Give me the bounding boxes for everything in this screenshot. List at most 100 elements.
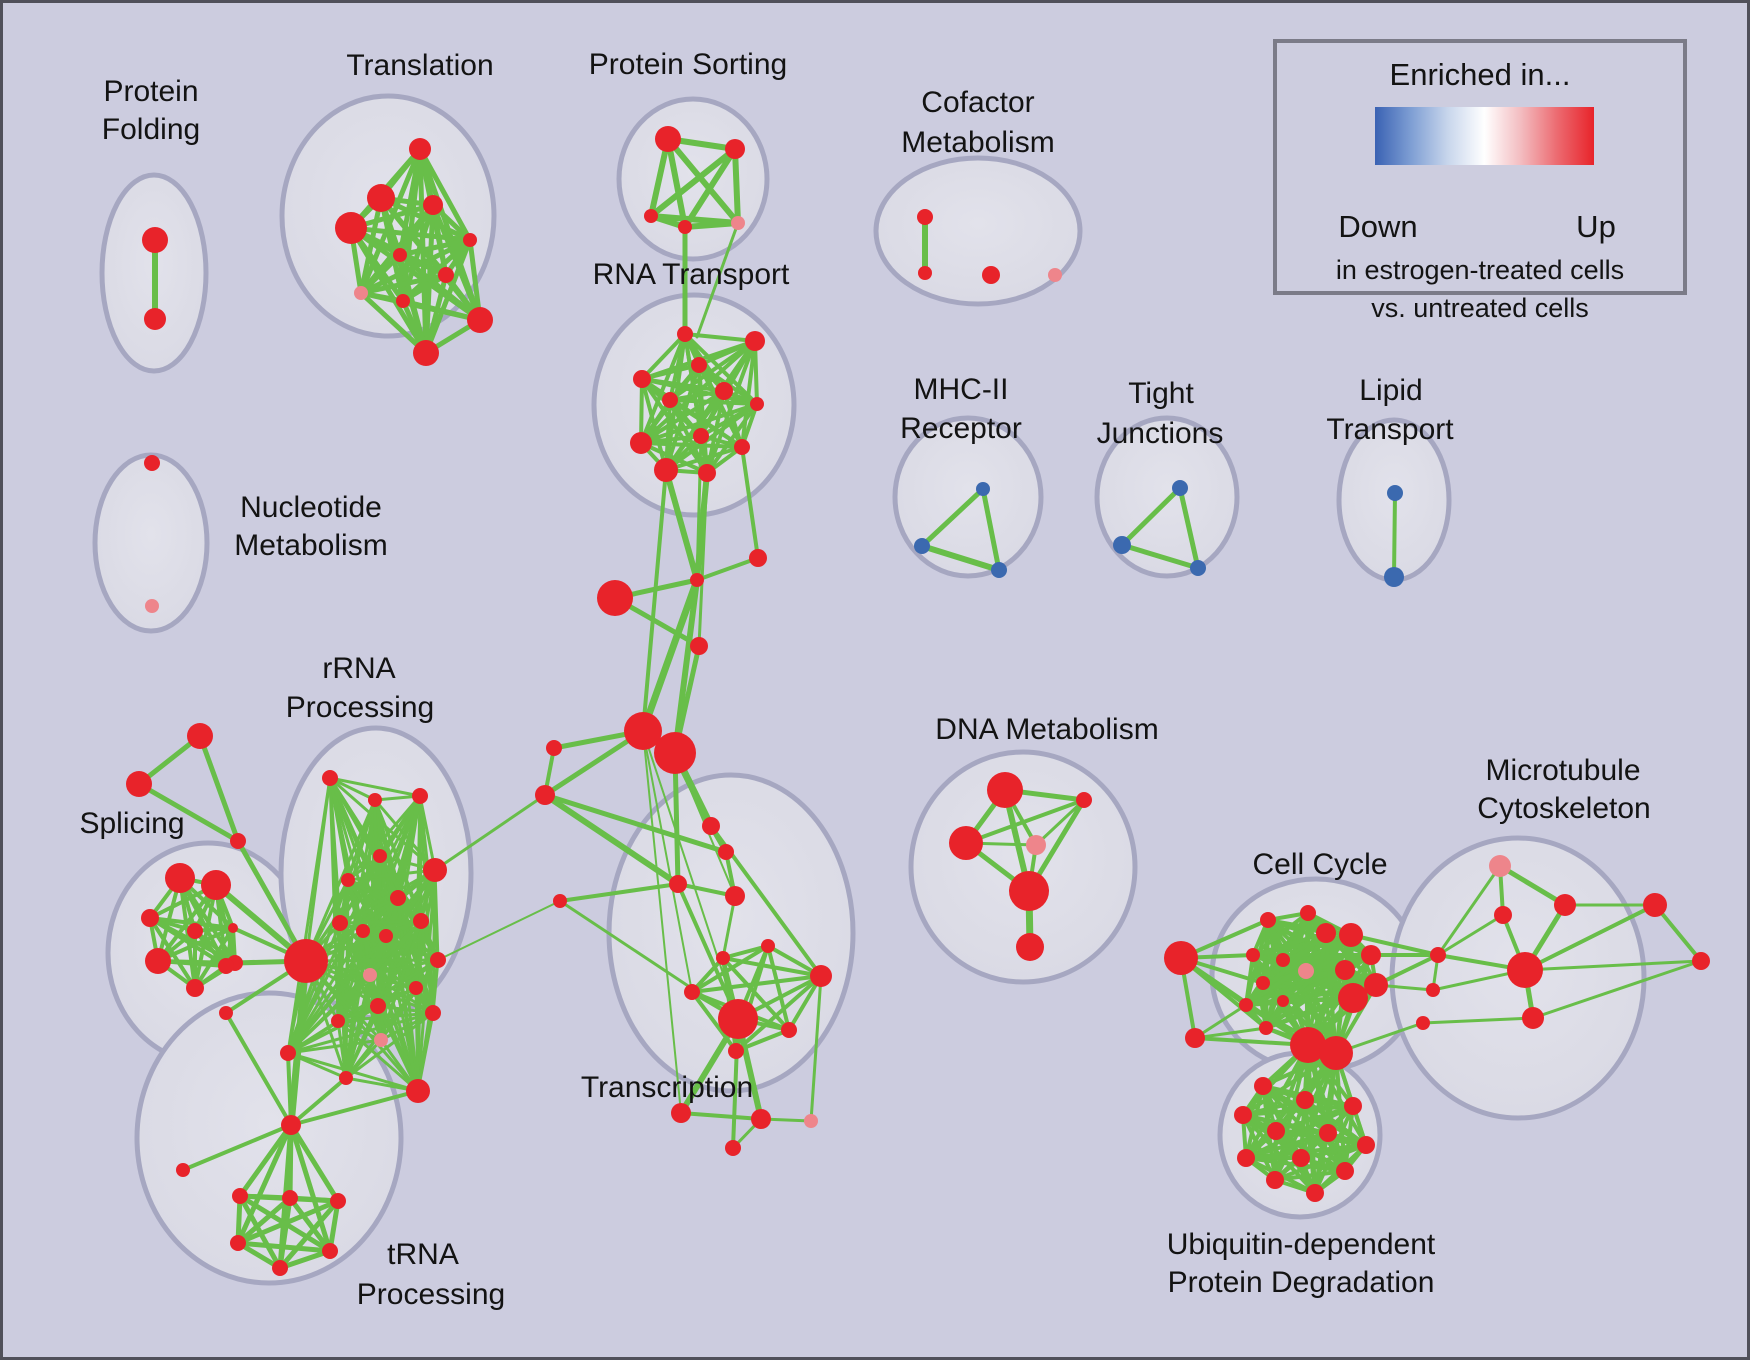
gene-set-node-dna-metabolism (1016, 933, 1044, 961)
edge-cell-cycle (1244, 931, 1328, 1007)
gene-set-node-translation (335, 212, 367, 244)
network-canvas: Protein Folding Translation Protein Sorting… (79, 48, 1710, 1311)
edge-trna-processing (277, 1248, 333, 1271)
cluster-label-tight-junctions: Junctions (1097, 417, 1224, 450)
gene-set-node-ubiquitin-degradation (1237, 1149, 1255, 1167)
gene-set-node-cofactor-metabolism (918, 266, 932, 280)
gene-set-node-tight-junctions (1113, 536, 1131, 554)
gene-set-node-cell-cycle (1364, 973, 1388, 997)
edge-protein-sorting (665, 136, 688, 230)
edge-microtubule-cytoskeleton (1523, 903, 1657, 972)
gene-set-node-connector-hubs (690, 573, 704, 587)
gene-set-node-rna-transport (750, 397, 764, 411)
edge-rna-transport (639, 402, 759, 445)
edge-rrna-processing (344, 973, 372, 1080)
gene-set-node-rna-transport (715, 382, 733, 400)
gene-set-node-tight-junctions (1190, 560, 1206, 576)
gene-set-node-trna-processing (232, 1188, 248, 1204)
edge-splicing (193, 883, 218, 990)
gene-set-node-translation (409, 138, 431, 160)
cluster-label-lipid-transport: Transport (1326, 413, 1454, 446)
gene-set-node-rrna-processing (322, 770, 338, 786)
edge-rrna-processing (304, 959, 435, 1015)
gene-set-node-rrna-processing (409, 981, 423, 995)
gene-set-node-translation (467, 307, 493, 333)
edge-protein-sorting (648, 136, 671, 219)
edges (136, 136, 1703, 1271)
gene-set-node-cell-cycle (1246, 948, 1260, 962)
edge-splicing (136, 781, 241, 844)
legend-caption-line2: vs. untreated cells (1371, 293, 1589, 323)
edge-tight-junctions (1119, 542, 1201, 571)
gene-set-node-rna-transport (693, 428, 709, 444)
edge-trna-processing (287, 1195, 333, 1254)
edge-lipid-transport (1392, 491, 1397, 579)
inter-cluster-edge (1436, 864, 1502, 957)
edge-ubiquitin-degradation (1306, 1043, 1317, 1195)
gene-set-node-cell-cycle (1416, 1016, 1430, 1030)
edge-rrna-processing (416, 1011, 435, 1093)
inter-cluster-edge (663, 467, 700, 583)
gene-set-node-tight-junctions (1172, 480, 1188, 496)
edge-rrna-processing (396, 896, 435, 1015)
edge-rrna-processing (414, 986, 420, 1093)
edge-transcription (542, 728, 646, 798)
gene-set-node-cell-cycle (1300, 905, 1316, 921)
edge-rna-transport (705, 402, 759, 475)
gene-set-node-rrna-processing (423, 858, 447, 882)
inter-cluster-edge (697, 471, 709, 648)
gene-set-node-rna-transport (633, 370, 651, 388)
gene-set-node-transcription (702, 817, 720, 835)
gene-set-node-ubiquitin-degradation (1319, 1124, 1337, 1142)
gene-set-node-rna-transport (677, 326, 693, 342)
edge-rrna-processing (431, 958, 440, 1015)
gene-set-node-rna-transport (698, 464, 716, 482)
edge-translation (348, 225, 429, 356)
edge-rrna-processing (344, 929, 365, 1080)
cluster-label-cell-cycle: Cell Cycle (1252, 848, 1387, 881)
edge-translation (400, 298, 483, 323)
cluster-label-transcription: Transcription (581, 1071, 753, 1104)
legend-title: Enriched in... (1389, 57, 1571, 92)
gene-set-node-nucleotide-metabolism (144, 455, 160, 471)
gene-set-node-dna-metabolism (1076, 792, 1092, 808)
gene-set-node-splicing (186, 979, 204, 997)
gene-set-node-protein-folding (142, 227, 168, 253)
nodes (126, 126, 1710, 1276)
edge-rrna-processing (328, 776, 377, 802)
gene-set-node-nucleotide-metabolism (145, 599, 159, 613)
gene-set-node-cofactor-metabolism (917, 209, 933, 225)
gene-set-node-rna-transport (630, 432, 652, 454)
cluster-label-ubiquitin-degradation: Protein Degradation (1168, 1266, 1435, 1299)
edge-microtubule-cytoskeleton (1531, 959, 1703, 1020)
edge-rrna-processing (328, 776, 422, 798)
edge-rrna-processing (361, 919, 423, 933)
cluster-label-nucleotide-metabolism: Metabolism (234, 529, 387, 562)
gene-set-node-cell-cycle (1426, 983, 1440, 997)
cluster-label-protein-folding: Folding (102, 113, 200, 146)
inter-cluster-edge (641, 468, 668, 733)
cluster-label-cofactor-metabolism: Cofactor (921, 86, 1034, 119)
gene-set-node-transcription (725, 886, 745, 906)
gene-set-node-rrna-processing (370, 998, 386, 1014)
gene-set-node-rrna-processing (379, 929, 393, 943)
gene-set-node-ubiquitin-degradation (1336, 1162, 1354, 1180)
edge-protein-sorting (665, 136, 741, 226)
gene-set-node-cell-cycle (1164, 941, 1198, 975)
gene-set-node-rna-transport (734, 439, 750, 455)
gene-set-node-mhc-ii-receptor (976, 482, 990, 496)
edge-microtubule-cytoskeleton (1653, 903, 1703, 963)
gene-set-node-cell-cycle (1316, 923, 1336, 943)
cluster-label-protein-sorting: Protein Sorting (589, 48, 787, 81)
edge-protein-sorting (732, 146, 741, 226)
gene-set-node-transcription (718, 999, 758, 1039)
cluster-label-trna-processing: tRNA (387, 1238, 459, 1271)
gene-set-node-transcription (546, 740, 562, 756)
edge-trna-processing (181, 1123, 293, 1172)
edge-trna-processing (235, 1122, 294, 1246)
cluster-label-rna-transport: RNA Transport (593, 258, 790, 291)
gene-set-node-ubiquitin-degradation (1296, 1091, 1314, 1109)
gene-set-node-rrna-processing (373, 849, 387, 863)
gene-set-node-cell-cycle (1290, 1027, 1326, 1063)
inter-cluster-edge (1436, 913, 1505, 957)
